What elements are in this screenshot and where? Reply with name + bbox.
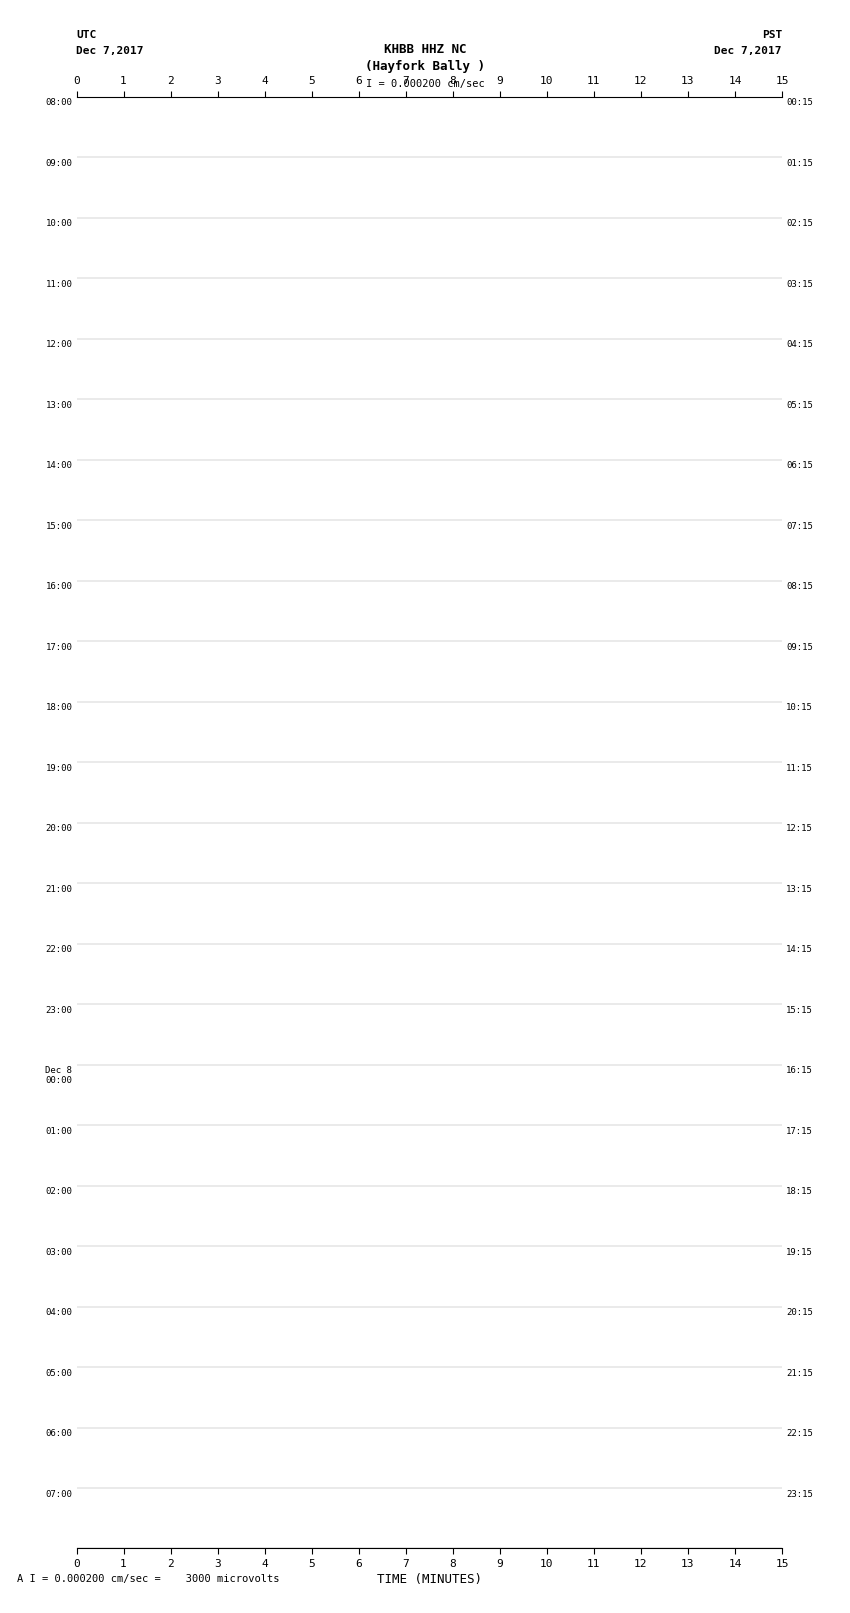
Text: 20:00: 20:00 — [45, 824, 72, 834]
Text: 16:15: 16:15 — [786, 1066, 813, 1076]
Text: (Hayfork Bally ): (Hayfork Bally ) — [365, 60, 485, 73]
Text: 13:15: 13:15 — [786, 884, 813, 894]
Text: 02:00: 02:00 — [45, 1187, 72, 1197]
Text: 19:15: 19:15 — [786, 1247, 813, 1257]
Text: 22:15: 22:15 — [786, 1429, 813, 1439]
Text: 02:15: 02:15 — [786, 219, 813, 229]
Text: 03:15: 03:15 — [786, 279, 813, 289]
Text: 11:15: 11:15 — [786, 763, 813, 773]
Text: 07:15: 07:15 — [786, 521, 813, 531]
Text: 18:00: 18:00 — [45, 703, 72, 713]
Text: A I = 0.000200 cm/sec =    3000 microvolts: A I = 0.000200 cm/sec = 3000 microvolts — [17, 1574, 280, 1584]
Text: 01:00: 01:00 — [45, 1126, 72, 1136]
Text: 18:15: 18:15 — [786, 1187, 813, 1197]
Text: Dec 8
00:00: Dec 8 00:00 — [45, 1066, 72, 1086]
Text: 01:15: 01:15 — [786, 158, 813, 168]
Text: 03:00: 03:00 — [45, 1247, 72, 1257]
Text: 16:00: 16:00 — [45, 582, 72, 592]
Text: 06:15: 06:15 — [786, 461, 813, 471]
Text: 17:15: 17:15 — [786, 1126, 813, 1136]
Text: 21:15: 21:15 — [786, 1368, 813, 1378]
Text: KHBB HHZ NC: KHBB HHZ NC — [383, 44, 467, 56]
Text: 14:00: 14:00 — [45, 461, 72, 471]
Text: 07:00: 07:00 — [45, 1489, 72, 1498]
Text: 13:00: 13:00 — [45, 400, 72, 410]
Text: 15:15: 15:15 — [786, 1005, 813, 1015]
Text: I = 0.000200 cm/sec: I = 0.000200 cm/sec — [366, 79, 484, 89]
Text: 15:00: 15:00 — [45, 521, 72, 531]
Text: 21:00: 21:00 — [45, 884, 72, 894]
Text: 00:15: 00:15 — [786, 98, 813, 108]
Text: 19:00: 19:00 — [45, 763, 72, 773]
Text: 08:15: 08:15 — [786, 582, 813, 592]
Text: 10:15: 10:15 — [786, 703, 813, 713]
Text: 20:15: 20:15 — [786, 1308, 813, 1318]
Text: 11:00: 11:00 — [45, 279, 72, 289]
Text: 04:15: 04:15 — [786, 340, 813, 350]
Text: 12:15: 12:15 — [786, 824, 813, 834]
Text: 05:15: 05:15 — [786, 400, 813, 410]
Text: 05:00: 05:00 — [45, 1368, 72, 1378]
Text: Dec 7,2017: Dec 7,2017 — [76, 47, 144, 56]
X-axis label: TIME (MINUTES): TIME (MINUTES) — [377, 1573, 482, 1586]
Text: 22:00: 22:00 — [45, 945, 72, 955]
Text: 17:00: 17:00 — [45, 642, 72, 652]
Text: 06:00: 06:00 — [45, 1429, 72, 1439]
Text: 09:15: 09:15 — [786, 642, 813, 652]
Text: PST: PST — [762, 31, 782, 40]
Text: Dec 7,2017: Dec 7,2017 — [715, 47, 782, 56]
Text: 09:00: 09:00 — [45, 158, 72, 168]
Text: 04:00: 04:00 — [45, 1308, 72, 1318]
Text: 23:15: 23:15 — [786, 1489, 813, 1498]
Text: 12:00: 12:00 — [45, 340, 72, 350]
Text: 23:00: 23:00 — [45, 1005, 72, 1015]
Text: 10:00: 10:00 — [45, 219, 72, 229]
Text: UTC: UTC — [76, 31, 97, 40]
Text: 08:00: 08:00 — [45, 98, 72, 108]
Text: 14:15: 14:15 — [786, 945, 813, 955]
